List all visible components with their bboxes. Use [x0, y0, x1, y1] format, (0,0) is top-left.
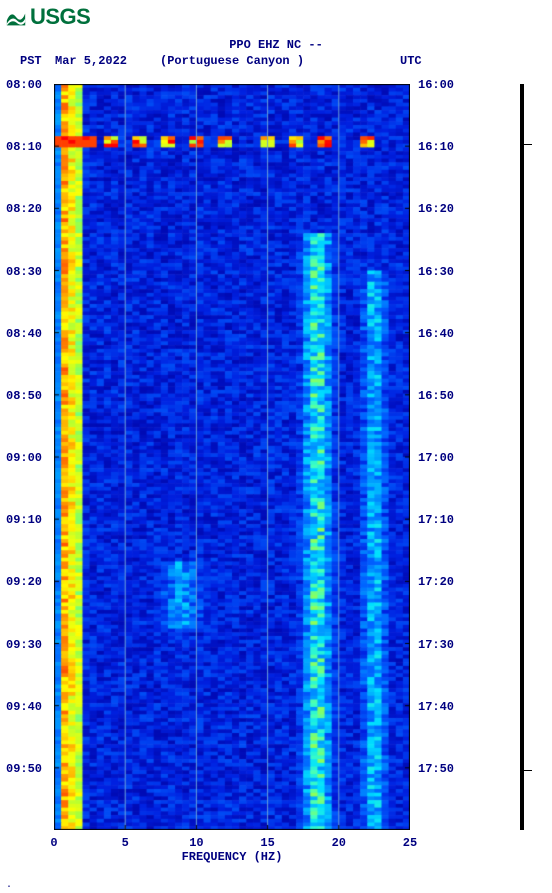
left-time-label: 08:40	[6, 327, 52, 341]
tz-right-label: UTC	[400, 54, 422, 68]
right-time-label: 17:40	[418, 700, 464, 714]
colorbar-tick	[520, 770, 532, 771]
left-time-label: 08:20	[6, 202, 52, 216]
x-tick-label: 0	[42, 836, 66, 850]
left-time-label: 08:30	[6, 265, 52, 279]
right-time-label: 16:30	[418, 265, 464, 279]
x-tick-label: 25	[398, 836, 422, 850]
location-label: (Portuguese Canyon )	[160, 54, 304, 68]
right-time-label: 16:40	[418, 327, 464, 341]
x-tick-label: 15	[256, 836, 280, 850]
left-time-label: 09:00	[6, 451, 52, 465]
right-time-label: 17:10	[418, 513, 464, 527]
left-time-label: 09:10	[6, 513, 52, 527]
right-time-label: 16:10	[418, 140, 464, 154]
left-time-label: 09:50	[6, 762, 52, 776]
usgs-logo-text: USGS	[30, 4, 90, 30]
x-tick-label: 10	[184, 836, 208, 850]
right-time-label: 16:50	[418, 389, 464, 403]
left-time-label: 08:10	[6, 140, 52, 154]
left-time-label: 09:30	[6, 638, 52, 652]
right-time-label: 17:50	[418, 762, 464, 776]
x-axis-title: FREQUENCY (HZ)	[54, 850, 410, 864]
usgs-wave-icon	[6, 7, 26, 27]
x-tick-label: 5	[113, 836, 137, 850]
spectrogram-heatmap	[54, 84, 410, 830]
left-time-label: 08:50	[6, 389, 52, 403]
left-time-label: 09:40	[6, 700, 52, 714]
x-tick-label: 20	[327, 836, 351, 850]
right-time-label: 17:00	[418, 451, 464, 465]
station-title: PPO EHZ NC --	[0, 38, 552, 52]
tz-left-label: PST	[20, 54, 42, 68]
right-time-label: 17:30	[418, 638, 464, 652]
right-time-label: 16:20	[418, 202, 464, 216]
colorbar	[520, 84, 524, 830]
colorbar-tick	[520, 144, 532, 145]
footer-mark: .	[6, 880, 12, 891]
usgs-logo: USGS	[6, 4, 90, 30]
right-time-label: 17:20	[418, 575, 464, 589]
date-label: Mar 5,2022	[55, 54, 127, 68]
left-time-label: 08:00	[6, 78, 52, 92]
left-time-label: 09:20	[6, 575, 52, 589]
right-time-label: 16:00	[418, 78, 464, 92]
